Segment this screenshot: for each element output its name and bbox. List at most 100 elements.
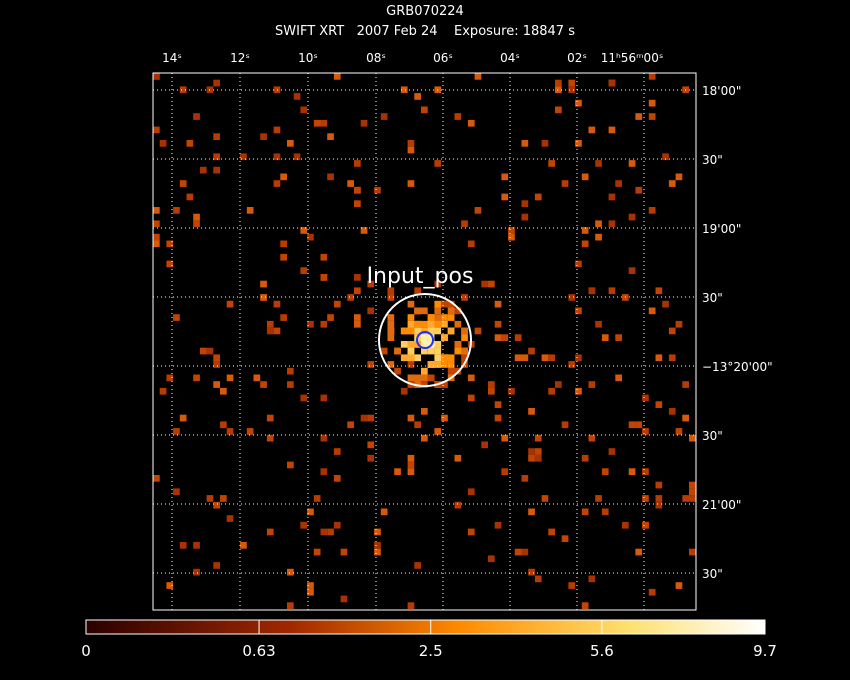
pixel <box>260 133 267 140</box>
pixel <box>367 361 375 368</box>
pixel <box>307 508 314 516</box>
pixel <box>675 173 683 181</box>
pixel <box>380 113 388 120</box>
pixel <box>153 73 160 80</box>
pixel <box>421 327 428 335</box>
pixel <box>575 307 582 315</box>
dec-label: 30" <box>702 429 723 443</box>
pixel <box>407 414 415 422</box>
pixel <box>394 468 401 475</box>
pixel <box>534 448 542 455</box>
pixel <box>595 233 602 241</box>
pixel <box>333 73 341 80</box>
pixel <box>501 468 509 475</box>
pixel <box>628 267 636 274</box>
pixel <box>354 314 361 321</box>
pixel <box>293 93 301 100</box>
pixel <box>354 320 361 328</box>
pixel <box>266 327 274 335</box>
pixel <box>508 227 515 234</box>
pixel <box>166 240 174 248</box>
pixel <box>400 354 408 362</box>
pixel <box>193 213 200 221</box>
pixel <box>166 374 174 382</box>
pixel <box>628 421 636 429</box>
pixel <box>367 441 375 449</box>
pixel <box>159 140 167 147</box>
pixel <box>421 106 428 114</box>
pixel <box>595 495 602 502</box>
pixel <box>266 414 274 422</box>
pixel <box>213 361 220 368</box>
pixel <box>541 354 549 362</box>
pixel <box>414 307 421 315</box>
pixel <box>622 521 629 529</box>
pixel <box>588 575 596 583</box>
pixel <box>354 160 361 167</box>
pixel <box>273 86 281 94</box>
pixel <box>193 113 200 120</box>
pixel <box>347 421 354 429</box>
pixel <box>427 361 435 368</box>
pixel <box>333 300 341 308</box>
ra-label: 04ˢ <box>500 51 520 65</box>
pixel <box>374 528 381 536</box>
pixel <box>179 414 187 422</box>
pixel <box>300 267 308 274</box>
pixel <box>501 334 509 341</box>
pixel <box>608 193 616 201</box>
dec-label: 21'00" <box>702 498 741 512</box>
pixel <box>461 327 468 335</box>
pixel <box>508 233 515 241</box>
pixel <box>407 140 415 147</box>
pixel <box>273 153 281 161</box>
pixel <box>441 314 448 321</box>
pixel <box>213 79 220 87</box>
pixel <box>354 274 361 281</box>
pixel <box>320 394 328 402</box>
pixel <box>407 320 415 328</box>
pixel <box>615 180 622 187</box>
pixel <box>461 334 468 341</box>
pixel <box>313 495 321 502</box>
pixel <box>173 207 180 214</box>
position-circle <box>416 331 434 349</box>
pixel <box>447 327 455 335</box>
pixel <box>213 381 220 388</box>
pixel <box>534 454 542 462</box>
pixel <box>327 314 334 321</box>
pixel <box>414 93 421 100</box>
pixel <box>327 528 334 536</box>
pixel <box>655 495 663 502</box>
pixel <box>434 341 442 348</box>
pixel <box>280 253 287 261</box>
pixel <box>514 334 522 341</box>
pixel <box>454 113 462 120</box>
pixel <box>347 294 354 301</box>
pixel <box>628 213 636 221</box>
pixel <box>501 434 509 442</box>
dec-label: 30" <box>702 291 723 305</box>
pixel <box>682 414 689 422</box>
pixel <box>166 582 174 589</box>
pixel <box>333 475 341 482</box>
pixel <box>541 140 549 147</box>
pixel <box>447 314 455 321</box>
pixel <box>367 307 375 315</box>
pixel <box>206 347 214 355</box>
pixel <box>421 320 428 328</box>
pixel <box>434 300 442 308</box>
pixel <box>568 582 576 589</box>
pixel <box>220 421 227 429</box>
pixel <box>434 314 442 321</box>
pixel <box>240 153 247 161</box>
pixel <box>675 582 683 589</box>
pixel <box>548 528 555 536</box>
pixel <box>153 233 160 241</box>
pixel <box>461 220 468 228</box>
pixel <box>548 160 555 167</box>
pixel <box>360 227 368 234</box>
ra-label: 12ˢ <box>230 51 250 65</box>
pixel <box>374 542 381 549</box>
pixel <box>400 387 408 395</box>
